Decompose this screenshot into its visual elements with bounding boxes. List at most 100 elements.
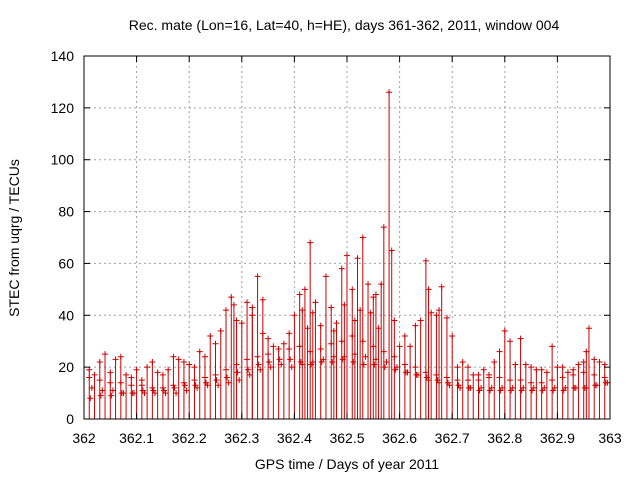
data-point-marker — [449, 333, 456, 340]
data-point-marker — [328, 340, 335, 347]
data-point-marker — [286, 345, 293, 352]
data-point-marker — [533, 366, 540, 373]
data-point-marker — [570, 371, 577, 378]
data-point-marker — [591, 371, 598, 378]
data-point-marker — [423, 374, 430, 381]
data-point-marker — [476, 387, 483, 394]
data-point-marker — [517, 335, 524, 342]
data-point-marker — [580, 358, 587, 365]
data-point-marker — [359, 338, 366, 345]
data-point-marker — [213, 377, 220, 384]
data-point-marker — [224, 374, 231, 381]
data-point-marker — [88, 384, 95, 391]
data-point-marker — [318, 358, 325, 365]
data-point-marker — [191, 364, 198, 371]
data-point-marker — [330, 353, 337, 360]
data-point-marker — [508, 387, 515, 394]
data-point-marker — [99, 387, 106, 394]
data-point-marker — [507, 338, 514, 345]
data-point-marker — [309, 309, 316, 316]
data-point-marker — [381, 364, 388, 371]
x-tick-label: 362.4 — [277, 430, 312, 446]
data-point-marker — [312, 299, 319, 306]
data-point-marker — [217, 327, 224, 334]
data-point-marker — [575, 361, 582, 368]
data-point-marker — [360, 361, 367, 368]
data-point-marker — [275, 345, 282, 352]
x-tick-label: 363 — [598, 430, 622, 446]
data-point-marker — [96, 377, 103, 384]
data-point-marker — [322, 273, 329, 280]
data-point-marker — [529, 387, 536, 394]
data-point-marker — [496, 374, 503, 381]
data-point-marker — [591, 356, 598, 363]
data-point-marker — [496, 348, 503, 355]
x-tick-label: 362.7 — [435, 430, 470, 446]
data-point-marker — [107, 379, 114, 386]
data-point-marker — [257, 366, 264, 373]
data-point-marker — [278, 361, 285, 368]
data-point-marker — [109, 387, 116, 394]
data-point-marker — [470, 371, 477, 378]
data-point-marker — [570, 366, 577, 373]
data-point-marker — [386, 89, 393, 96]
data-point-marker — [350, 358, 357, 365]
data-point-marker — [304, 325, 311, 332]
data-point-marker — [215, 382, 222, 389]
data-point-marker — [276, 356, 283, 363]
data-point-marker — [236, 377, 243, 384]
data-point-marker — [170, 353, 177, 360]
data-point-marker — [601, 374, 608, 381]
data-point-marker — [128, 374, 135, 381]
data-point-marker — [438, 283, 445, 290]
data-point-marker — [433, 371, 440, 378]
data-point-marker — [560, 387, 567, 394]
data-point-marker — [581, 384, 588, 391]
chart-title: Rec. mate (Lon=16, Lat=40, h=HE), days 3… — [128, 17, 560, 33]
data-point-marker — [436, 307, 443, 314]
data-point-marker — [112, 356, 119, 363]
x-tick-label: 362.6 — [382, 430, 417, 446]
data-point-marker — [173, 390, 180, 397]
data-point-marker — [339, 356, 346, 363]
data-point-marker — [512, 361, 519, 368]
data-point-marker — [149, 358, 156, 365]
data-point-marker — [466, 384, 473, 391]
data-point-marker — [571, 384, 578, 391]
data-point-marker — [183, 387, 190, 394]
data-point-marker — [191, 377, 198, 384]
data-point-marker — [538, 366, 545, 373]
data-point-marker — [365, 281, 372, 288]
data-point-marker — [380, 348, 387, 355]
data-point-marker — [459, 358, 466, 365]
data-point-marker — [328, 304, 335, 311]
data-point-marker — [117, 353, 124, 360]
y-tick-label: 40 — [58, 307, 74, 323]
data-point-marker — [297, 358, 304, 365]
data-point-marker — [133, 366, 140, 373]
data-point-marker — [207, 333, 214, 340]
data-point-marker — [201, 353, 208, 360]
data-point-marker — [554, 364, 561, 371]
data-point-marker — [417, 317, 424, 324]
data-point-marker — [333, 320, 340, 327]
data-point-marker — [299, 307, 306, 314]
data-point-marker — [464, 364, 471, 371]
data-point-marker — [497, 387, 504, 394]
data-point-marker — [341, 301, 348, 308]
data-point-marker — [329, 358, 336, 365]
data-point-marker — [392, 366, 399, 373]
data-point-marker — [550, 387, 557, 394]
data-point-marker — [139, 387, 146, 394]
data-point-marker — [307, 348, 314, 355]
data-point-marker — [128, 382, 135, 389]
data-point-marker — [308, 361, 315, 368]
data-point-marker — [518, 387, 525, 394]
data-point-marker — [559, 374, 566, 381]
data-point-marker — [291, 312, 298, 319]
data-point-marker — [270, 343, 277, 350]
data-point-marker — [388, 247, 395, 254]
data-point-marker — [444, 379, 451, 386]
data-point-marker — [244, 356, 251, 363]
data-point-marker — [96, 358, 103, 365]
